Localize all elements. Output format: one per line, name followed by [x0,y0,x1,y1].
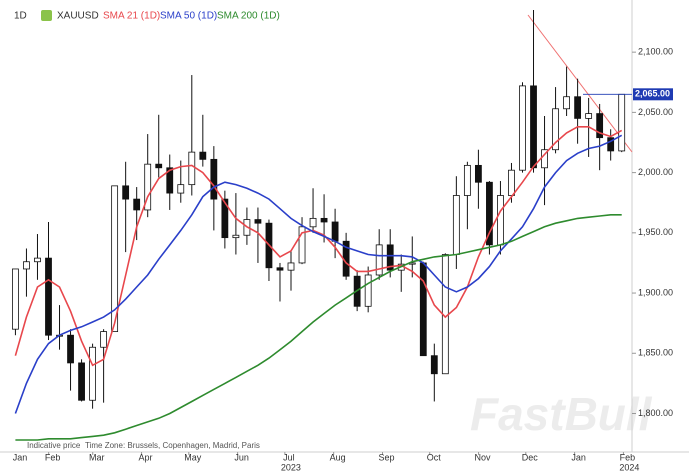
x-tick-label: Nov [475,452,492,462]
candle-body [474,164,482,183]
x-tick-label: Aug [330,452,346,462]
candle-body [320,217,328,223]
candle-body [34,257,41,263]
candle-body [155,163,163,169]
y-tick-label: 2,050.00 [638,107,673,117]
footnote: Indicative price [27,441,81,450]
year-label: 2024 [619,462,639,472]
candle-body [574,96,582,119]
candle-body [111,185,119,332]
x-tick-label: Jan [13,452,28,462]
candle-body [519,85,526,171]
y-tick-label: 1,850.00 [638,348,673,358]
candle-body [486,181,493,246]
last-price-box [633,88,673,101]
symbol-icon [41,10,52,21]
candle-body [276,267,284,271]
legend-sma50: SMA 50 (1D) [160,11,217,22]
y-tick-label: 2,100.00 [638,47,673,57]
sma-line [14,126,623,367]
y-tick-label: 2,000.00 [638,167,673,177]
x-tick-label: Feb [45,452,61,462]
candle-body [89,346,96,401]
x-tick-label: May [184,452,202,462]
candle-body [122,185,130,200]
candle-body [419,262,427,357]
sma-line [14,134,623,414]
candle-body [463,164,471,196]
candle-body [287,262,295,271]
candle-body [607,137,615,152]
candle-body [23,261,30,270]
legend-sma200: SMA 200 (1D) [217,11,280,22]
candle-body [45,257,52,336]
candle-body [552,108,559,151]
candle-body [563,96,570,110]
candle-body [67,334,74,364]
y-tick-label: 1,950.00 [638,227,673,237]
x-tick-label: Jan [571,452,586,462]
year-label: 2023 [281,462,301,472]
timezone: Time Zone: Brussels, Copenhagen, Madrid,… [85,441,260,450]
candle-body [309,217,317,228]
candle-body [133,198,141,211]
x-tick-label: Oct [427,452,442,462]
candle-body [210,158,218,200]
candle-body [585,113,593,119]
x-tick-label: Sep [378,452,394,462]
interval: 1D [14,11,27,22]
candle-body [452,195,460,255]
candle-body [298,226,306,264]
x-tick-label: Dec [522,452,539,462]
watermark: FastBull [470,388,653,440]
candle-body [232,234,240,239]
x-tick-label: Jun [234,452,249,462]
y-tick-label: 1,900.00 [638,287,673,297]
sma-line [15,214,622,441]
candle-body [100,331,108,348]
candle-body [78,362,85,401]
x-tick-label: Mar [89,452,105,462]
candle-body [12,268,19,330]
trend-line [527,14,633,153]
candle-body [199,151,207,160]
candle-body [618,93,626,152]
candle-body [331,221,339,242]
legend-sma21: SMA 21 (1D) [103,11,160,22]
candle-body [375,244,383,276]
candle-body [596,113,604,139]
x-tick-label: Apr [139,452,153,462]
candle-body [364,274,372,307]
candle-body [144,163,152,211]
candle-body [188,151,196,186]
x-tick-label: Feb [620,452,636,462]
candle-body [497,195,504,246]
candle-body [386,244,394,271]
candle-body [530,85,537,169]
candle-body [221,198,229,239]
candle-body [177,184,185,194]
y-tick-label: 1,800.00 [638,408,673,418]
candle-body [508,169,515,196]
candle-body [430,355,438,375]
symbol: XAUUSD [57,11,99,22]
x-tick-label: Jul [283,452,295,462]
last-price-label: 2,065.00 [635,89,670,99]
candle-body [166,167,174,194]
candle-body [254,219,262,224]
